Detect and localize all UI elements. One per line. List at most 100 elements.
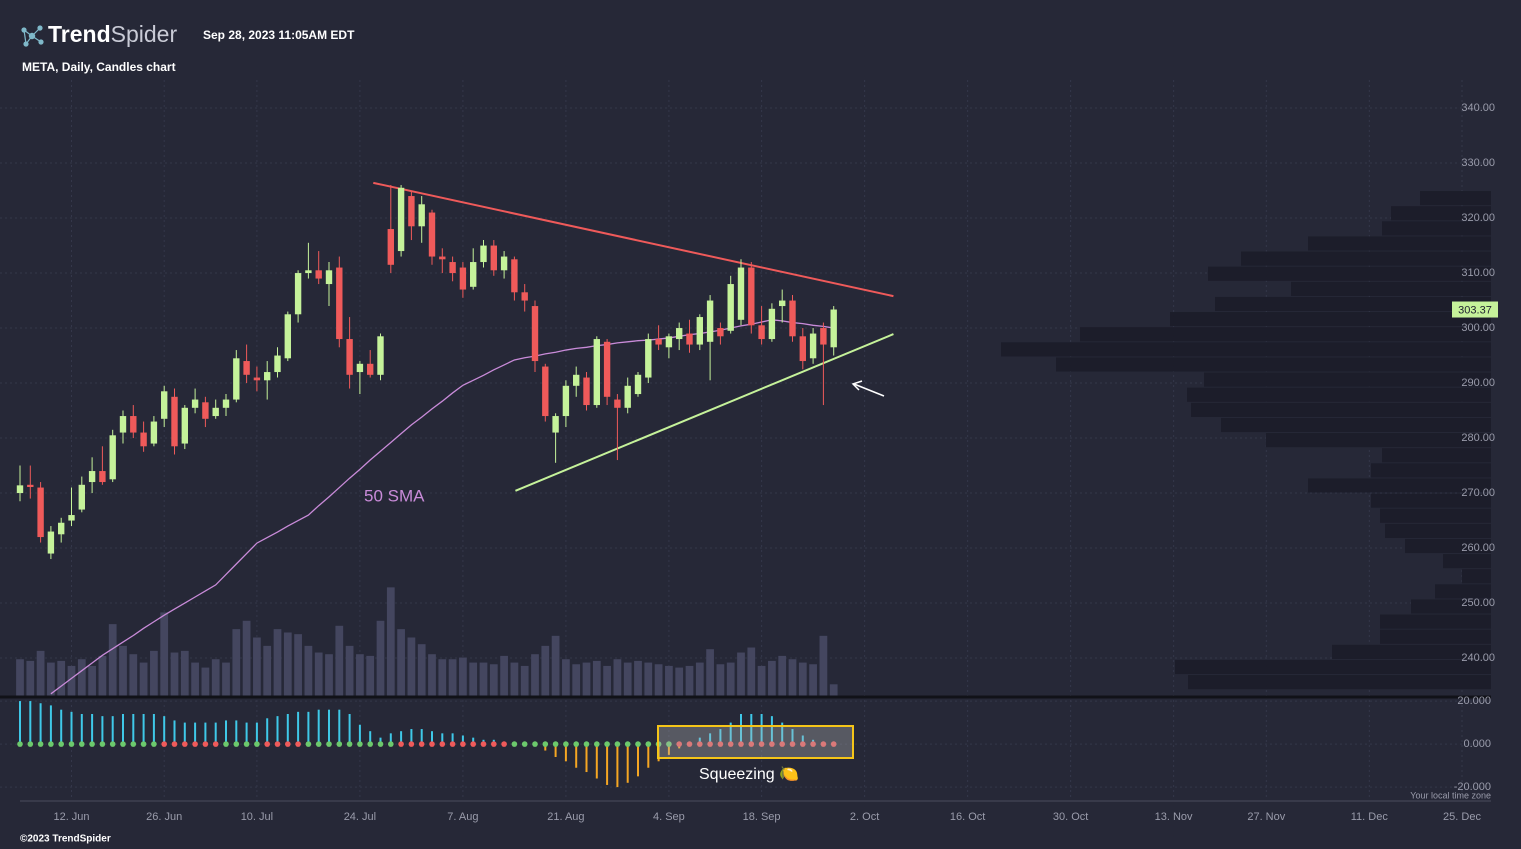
squeeze-dot — [274, 741, 281, 747]
volume-bar — [603, 665, 611, 696]
squeeze-dot — [583, 741, 590, 747]
profile-bar — [1241, 251, 1491, 266]
candle-body — [789, 300, 796, 337]
squeeze-dot — [460, 741, 466, 747]
squeeze-dot — [830, 741, 837, 747]
volume-bar — [757, 665, 766, 696]
candle-body — [367, 363, 374, 375]
candle-body — [696, 317, 703, 345]
profile-bar — [1332, 644, 1491, 659]
profile-bar — [1291, 281, 1491, 296]
volume-bar — [685, 665, 694, 696]
candle-body — [68, 515, 75, 521]
volume-bar — [582, 662, 591, 696]
candle-body — [593, 339, 600, 406]
squeeze-dot — [140, 741, 147, 747]
squeeze-dot — [552, 741, 559, 747]
squeeze-dot — [697, 741, 703, 747]
candle-body — [78, 484, 85, 510]
profile-bar — [1056, 357, 1491, 372]
x-tick-label: 24. Jul — [344, 811, 376, 823]
squeeze-dot — [624, 741, 631, 747]
x-tick-label: 13. Nov — [1155, 811, 1193, 823]
volume-bar — [283, 632, 292, 696]
candle-body — [233, 358, 240, 400]
candle-body — [243, 361, 250, 375]
x-tick-label: 4. Sep — [653, 811, 685, 823]
candle-body — [439, 256, 446, 260]
candle-body — [645, 339, 652, 378]
candle-body — [480, 245, 487, 263]
squeeze-dot — [758, 741, 765, 747]
squeeze-dot — [315, 741, 322, 747]
candle-body — [109, 435, 116, 480]
volume-bar — [819, 635, 828, 696]
candle-body — [830, 309, 837, 348]
axes: 12. Jun 26. Jun 10. Jul 24. Jul 7. Aug 21. Au… — [53, 102, 1498, 823]
profile-bar — [1208, 266, 1491, 281]
squeeze-dot — [295, 741, 301, 747]
profile-bar — [1405, 538, 1491, 554]
x-tick-label: 12. Jun — [53, 811, 89, 823]
y2-tick-label: 20.000 — [1457, 695, 1491, 707]
candle-body — [706, 300, 714, 342]
profile-bar — [1187, 387, 1491, 402]
y-tick-label: 290.00 — [1461, 377, 1495, 389]
candle-body — [161, 391, 168, 419]
brand-b: Spider — [111, 21, 178, 47]
squeeze-dot — [27, 741, 34, 747]
arrow — [851, 380, 885, 397]
squeeze-dot — [68, 741, 75, 747]
squeeze-dot — [686, 741, 693, 747]
volume-bar — [201, 667, 210, 696]
price-pane — [16, 181, 894, 695]
trendline — [373, 181, 894, 298]
profile-bar — [1175, 659, 1491, 675]
copyright: ©2023 TrendSpider — [20, 834, 111, 845]
squeeze-dot — [470, 741, 477, 747]
candle-body — [222, 399, 230, 408]
squeeze-dot — [542, 741, 549, 747]
squeeze-dot — [89, 741, 95, 747]
volume-bar — [180, 650, 189, 696]
grid — [0, 80, 1491, 800]
squeeze-dot — [810, 741, 816, 747]
volume-bar — [654, 664, 663, 696]
volume-bar — [438, 659, 447, 696]
squeeze-dot — [738, 741, 744, 747]
y-tick-label: 240.00 — [1461, 652, 1495, 664]
volume-bar — [562, 659, 570, 696]
candle-body — [768, 308, 776, 340]
profile-bar — [1371, 493, 1491, 508]
volume-bar — [88, 665, 96, 696]
volume-bar — [16, 659, 24, 696]
profile-bar — [1382, 448, 1491, 463]
squeeze-dot — [480, 741, 487, 747]
y2-tick-label: 0.000 — [1463, 738, 1491, 750]
volume-bar — [768, 660, 776, 696]
profile-bar — [1308, 236, 1491, 251]
profile-bar — [1204, 372, 1491, 387]
candle-body — [387, 229, 394, 265]
volume-bar — [129, 654, 138, 696]
y2-tick-label: -20.000 — [1454, 781, 1491, 793]
squeeze-dot — [130, 741, 137, 747]
squeeze-dot — [79, 741, 85, 747]
squeeze-dot — [779, 741, 785, 747]
squeeze-dot — [377, 741, 384, 747]
volume-bar — [211, 659, 220, 696]
volume-bar — [695, 662, 704, 696]
squeeze-dot — [707, 741, 713, 747]
volume-bar — [98, 655, 107, 696]
volume-bar — [386, 587, 395, 696]
squeeze-dot — [727, 741, 734, 747]
squeeze-dot — [58, 741, 64, 747]
volume-bar — [67, 665, 76, 696]
squeeze-dot — [491, 741, 497, 747]
volume-bar — [345, 645, 354, 696]
squeeze-dot — [17, 741, 23, 747]
candle-body — [490, 245, 497, 271]
volume-bar — [829, 684, 838, 696]
